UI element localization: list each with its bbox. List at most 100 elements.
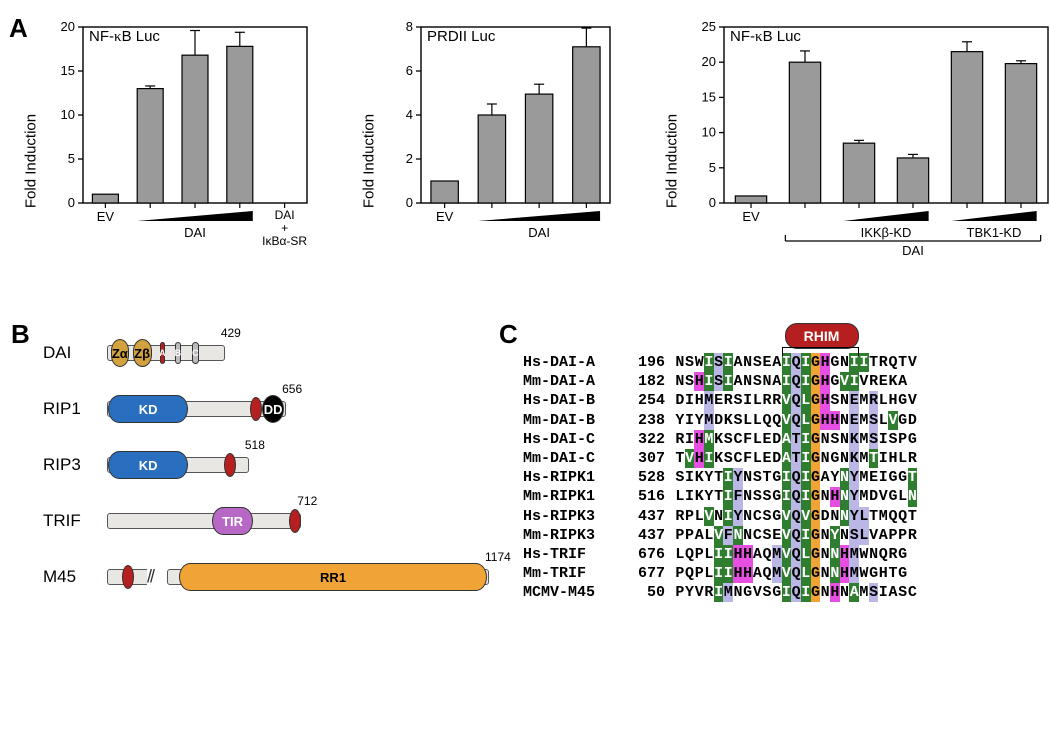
domain-tir: TIR — [212, 507, 253, 535]
svg-text:IKKβ-KD: IKKβ-KD — [861, 225, 912, 240]
seq-name: Hs-DAI-C — [523, 430, 625, 449]
svg-text:15: 15 — [61, 63, 75, 78]
panel-b: B DAI429ZαZβABCRIP1656KDDDRIP3518KDTRIF7… — [43, 325, 503, 605]
seq: TVHIKSCFLEDATIGNGNKMTIHLR — [675, 449, 917, 468]
domain-pill: B — [175, 342, 182, 364]
rhim-pill — [224, 453, 236, 477]
alignment-row: Mm-DAI-C307TVHIKSCFLEDATIGNGNKMTIHLR — [523, 449, 1035, 468]
svg-text:4: 4 — [406, 107, 413, 122]
svg-text:DAI: DAI — [184, 225, 206, 240]
seq: PPALVFNNCSEVQIGNYNSLVAPPR — [675, 526, 917, 545]
svg-text:EV: EV — [436, 209, 454, 224]
svg-text:5: 5 — [68, 151, 75, 166]
seq-name: Hs-TRIF — [523, 545, 625, 564]
seq: SIKYTIYNSTGIQIGAYNYMEIGGT — [675, 468, 917, 487]
schematic-row: TRIF712TIR — [43, 493, 503, 549]
alignment-row: Hs-DAI-A196NSWISIANSEAIQIGHGNIITRQTV — [523, 353, 1035, 372]
protein-name: RIP1 — [43, 399, 107, 419]
svg-text:20: 20 — [61, 21, 75, 34]
seq: RPLVNIYNCSGVQVGDNNYLTMQQT — [675, 507, 917, 526]
svg-text:0: 0 — [709, 195, 716, 210]
seq-name: MCMV-M45 — [523, 583, 625, 602]
alignment-row: Mm-RIPK1516LIKYTIFNSSGIQIGNHNYMDVGLN — [523, 487, 1035, 506]
y-axis-label: Fold Induction — [664, 114, 681, 208]
seq-pos: 676 — [625, 545, 675, 564]
seq-name: Mm-RIPK1 — [523, 487, 625, 506]
length-label: 712 — [297, 494, 317, 508]
svg-text:20: 20 — [702, 54, 716, 69]
svg-text:6: 6 — [406, 63, 413, 78]
svg-text:10: 10 — [702, 125, 716, 140]
domain-pill: C — [192, 342, 199, 364]
rhim-pill — [250, 397, 262, 421]
svg-text:DAI: DAI — [902, 243, 924, 258]
svg-text:0: 0 — [68, 195, 75, 210]
seq-name: Mm-DAI-A — [523, 372, 625, 391]
panel-b-label: B — [11, 319, 30, 350]
length-label: 1174 — [485, 550, 511, 564]
y-axis-label: Fold Induction — [361, 114, 378, 208]
bar-chart: NF-κB Luc Fold Induction0510152025EVIKKβ… — [684, 21, 1050, 301]
track: 712TIR — [107, 508, 503, 534]
svg-text:15: 15 — [702, 89, 716, 104]
domain-pill: A — [160, 342, 165, 364]
domain-za: Zα — [111, 339, 129, 367]
schematic-row: M45//1174RR1 — [43, 549, 503, 605]
seq-name: Mm-DAI-B — [523, 411, 625, 430]
svg-text:8: 8 — [406, 21, 413, 34]
rhim-pill — [122, 565, 134, 589]
seq-pos: 238 — [625, 411, 675, 430]
seq-pos: 182 — [625, 372, 675, 391]
seq: RIHMKSCFLEDATIGNSNKMSISPG — [675, 430, 917, 449]
panel-c-label: C — [499, 319, 518, 350]
seq-pos: 437 — [625, 526, 675, 545]
seq: DIHMERSILRRVQLGHSNEMRLHGV — [675, 391, 917, 410]
panel-c: C RHIM Hs-DAI-A196NSWISIANSEAIQIGHGNIITR… — [523, 325, 1035, 605]
svg-text:+: + — [281, 221, 288, 235]
length-label: 518 — [245, 438, 265, 452]
bottom-row: B DAI429ZαZβABCRIP1656KDDDRIP3518KDTRIF7… — [15, 319, 1035, 605]
seq: LQPLIIHHAQMVQLGNNHMWNQRG — [675, 545, 917, 564]
track: 656KDDD — [107, 396, 503, 422]
bar-chart: PRDII Luc Fold Induction02468EVDAI — [381, 21, 616, 301]
chart-title: NF-κB Luc — [730, 28, 801, 46]
rhim-badge: RHIM — [785, 323, 859, 349]
seq: PYVRIMNGVSGIQIGNHNAMSIASC — [675, 583, 917, 602]
schematic-row: RIP3518KD — [43, 437, 503, 493]
seq-name: Hs-RIPK1 — [523, 468, 625, 487]
alignment-row: MCMV-M4550PYVRIMNGVSGIQIGNHNAMSIASC — [523, 583, 1035, 602]
panel-a-label: A — [9, 13, 28, 44]
svg-text:5: 5 — [709, 160, 716, 175]
seq: YIYMDKSLLQQVQLGHHNEMSLVGD — [675, 411, 917, 430]
svg-text:EV: EV — [742, 209, 760, 224]
seq: PQPLIIHHAQMVQLGNNHMWGHTG — [675, 564, 917, 583]
seq-pos: 50 — [625, 583, 675, 602]
svg-text:25: 25 — [702, 21, 716, 34]
schematic-row: RIP1 656 KD DD — [43, 381, 503, 437]
svg-text:TBK1-KD: TBK1-KD — [967, 225, 1022, 240]
seq-name: Hs-DAI-A — [523, 353, 625, 372]
seq-pos: 322 — [625, 430, 675, 449]
protein-name: M45 — [43, 567, 107, 587]
length-label: 656 — [282, 382, 302, 396]
domain-kd: KD — [108, 451, 188, 479]
domain-kd: KD — [108, 395, 188, 423]
rhim-bracket — [782, 347, 860, 348]
svg-text:EV: EV — [97, 209, 115, 224]
alignment-row: Mm-TRIF677PQPLIIHHAQMVQLGNNHMWGHTG — [523, 564, 1035, 583]
alignment-row: Mm-RIPK3437PPALVFNNCSEVQIGNYNSLVAPPR — [523, 526, 1035, 545]
domain-dd: DD — [262, 395, 284, 423]
alignment-row: Hs-TRIF676LQPLIIHHAQMVQLGNNHMWNQRG — [523, 545, 1035, 564]
protein-name: DAI — [43, 343, 107, 363]
rhim-pill — [289, 509, 301, 533]
alignment-row: Mm-DAI-A182NSHISIANSNAIQIGHGVIVREKA — [523, 372, 1035, 391]
track: 518KD — [107, 452, 503, 478]
domain-zb: Zβ — [133, 339, 152, 367]
seq-pos: 437 — [625, 507, 675, 526]
protein-name: TRIF — [43, 511, 107, 531]
protein-name: RIP3 — [43, 455, 107, 475]
y-axis-label: Fold Induction — [23, 114, 40, 208]
alignment-row: Mm-DAI-B238YIYMDKSLLQQVQLGHHNEMSLVGD — [523, 411, 1035, 430]
svg-text:10: 10 — [61, 107, 75, 122]
svg-text:DAI: DAI — [528, 225, 550, 240]
